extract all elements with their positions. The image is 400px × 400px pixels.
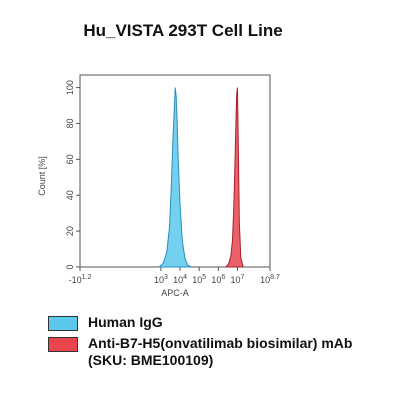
x-tick-base: 10	[192, 275, 202, 285]
chart: Hu_VISTA 293T Cell Line Count [%] APC-A …	[37, 21, 283, 298]
x-tick-label: 103	[154, 274, 168, 285]
histogram-area	[157, 87, 192, 268]
y-tick-label: 80	[65, 118, 75, 128]
x-tick-label: 107	[231, 274, 245, 285]
chart-title: Hu_VISTA 293T Cell Line	[83, 21, 282, 40]
y-tick-label: 0	[65, 264, 75, 269]
x-tick-exp: 7	[241, 274, 245, 281]
legend-swatch	[48, 337, 78, 352]
x-axis-label: APC-A	[161, 288, 189, 298]
x-tick-label: 105	[192, 274, 206, 285]
y-tick-label: 20	[65, 226, 75, 236]
y-tick-label: 100	[65, 80, 75, 95]
x-tick-label: 106	[211, 274, 225, 285]
y-tick-label: 40	[65, 190, 75, 200]
x-tick-exp: 1.2	[82, 274, 92, 281]
x-tick-base: 10	[231, 275, 241, 285]
x-tick-label: -101.2	[69, 274, 92, 285]
x-tick-base: 10	[211, 275, 221, 285]
x-tick-label: 108.7	[260, 274, 280, 285]
x-tick-exp: 8.7	[270, 274, 280, 281]
histogram-area	[224, 87, 244, 268]
y-axis-label: Count [%]	[37, 156, 47, 196]
x-tick-base: 10	[173, 275, 183, 285]
y-tick-label: 60	[65, 154, 75, 164]
legend-item: Human IgG	[48, 314, 388, 331]
legend-item: Anti-B7-H5(onvatilimab biosimilar) mAb (…	[48, 335, 388, 369]
x-tick-exp: 4	[183, 274, 187, 281]
legend: Human IgG Anti-B7-H5(onvatilimab biosimil…	[48, 314, 388, 373]
legend-label: Human IgG	[88, 314, 163, 330]
x-tick-label: 104	[173, 274, 187, 285]
legend-swatch	[48, 316, 78, 331]
x-tick-exp: 6	[221, 274, 225, 281]
x-tick-base: 10	[154, 275, 164, 285]
legend-label: Anti-B7-H5(onvatilimab biosimilar) mAb (…	[88, 335, 353, 368]
x-tick-exp: 3	[164, 274, 168, 281]
x-tick-base: -10	[69, 275, 82, 285]
x-tick-exp: 5	[202, 274, 206, 281]
x-tick-base: 10	[260, 275, 270, 285]
